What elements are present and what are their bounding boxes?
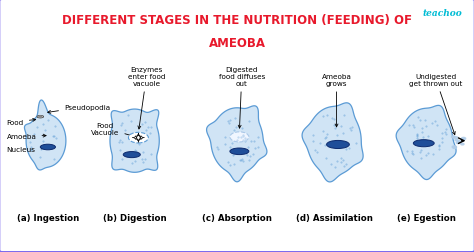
Text: (b) Digestion: (b) Digestion	[103, 213, 166, 222]
Text: Pseudopodia: Pseudopodia	[48, 104, 110, 114]
Circle shape	[453, 147, 456, 149]
Text: AMEOBA: AMEOBA	[209, 37, 265, 49]
Text: teachoo: teachoo	[422, 9, 462, 18]
Circle shape	[452, 146, 456, 148]
Text: DIFFERENT STAGES IN THE NUTRITION (FEEDING) OF: DIFFERENT STAGES IN THE NUTRITION (FEEDI…	[62, 14, 412, 27]
Text: (c) Absorption: (c) Absorption	[202, 213, 272, 222]
Ellipse shape	[37, 116, 44, 118]
Ellipse shape	[123, 152, 140, 158]
Circle shape	[452, 137, 455, 138]
Text: Amoeba: Amoeba	[7, 133, 46, 139]
Text: (a) Ingestion: (a) Ingestion	[17, 213, 80, 222]
Text: (e) Egestion: (e) Egestion	[397, 213, 456, 222]
Circle shape	[461, 138, 465, 140]
Ellipse shape	[40, 145, 55, 150]
Circle shape	[456, 142, 459, 144]
Circle shape	[461, 144, 464, 145]
Ellipse shape	[230, 132, 249, 142]
Polygon shape	[207, 106, 267, 182]
Circle shape	[39, 116, 42, 118]
Text: Ameoba
grows: Ameoba grows	[321, 74, 352, 127]
Circle shape	[455, 140, 458, 141]
Polygon shape	[25, 101, 66, 170]
Polygon shape	[396, 106, 456, 180]
Circle shape	[457, 142, 461, 144]
Ellipse shape	[327, 141, 349, 149]
Circle shape	[458, 141, 461, 143]
Circle shape	[461, 139, 465, 141]
Ellipse shape	[413, 140, 434, 147]
Text: (d) Assimilation: (d) Assimilation	[296, 213, 373, 222]
Text: Enzymes
enter food
vacuole: Enzymes enter food vacuole	[128, 67, 165, 129]
Text: Food: Food	[7, 119, 36, 125]
Polygon shape	[110, 110, 159, 173]
Text: Digested
food diffuses
out: Digested food diffuses out	[219, 67, 265, 129]
Polygon shape	[302, 103, 363, 182]
Circle shape	[454, 137, 458, 139]
Text: Undigested
get thrown out: Undigested get thrown out	[410, 74, 463, 135]
Text: Nucleus: Nucleus	[7, 146, 44, 152]
Text: Food
Vacuole: Food Vacuole	[91, 122, 135, 138]
Circle shape	[452, 136, 455, 138]
Ellipse shape	[230, 148, 249, 155]
Ellipse shape	[128, 133, 148, 143]
